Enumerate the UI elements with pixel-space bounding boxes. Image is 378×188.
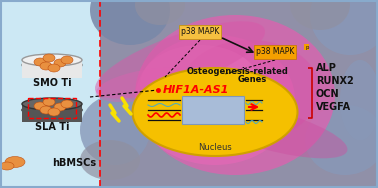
Ellipse shape <box>40 62 52 70</box>
Ellipse shape <box>0 162 14 170</box>
Text: RUNX2: RUNX2 <box>316 76 354 86</box>
Ellipse shape <box>95 21 265 99</box>
Ellipse shape <box>22 54 82 66</box>
Ellipse shape <box>80 95 150 165</box>
Text: Osteogenesis-related: Osteogenesis-related <box>187 67 289 77</box>
Text: p38 MAPK: p38 MAPK <box>256 48 294 57</box>
Ellipse shape <box>22 98 82 110</box>
Text: SLA Ti: SLA Ti <box>35 122 69 132</box>
Ellipse shape <box>90 0 170 45</box>
Ellipse shape <box>34 102 46 110</box>
Ellipse shape <box>135 35 295 165</box>
Ellipse shape <box>40 106 52 114</box>
Ellipse shape <box>5 156 25 168</box>
Ellipse shape <box>310 0 378 55</box>
Text: Genes: Genes <box>237 76 266 84</box>
Ellipse shape <box>22 59 82 71</box>
Ellipse shape <box>48 108 60 116</box>
Ellipse shape <box>135 0 185 25</box>
Text: Nucleus: Nucleus <box>198 143 232 152</box>
Bar <box>22 104 82 122</box>
Text: OCN: OCN <box>316 89 339 99</box>
Ellipse shape <box>54 103 66 111</box>
Ellipse shape <box>80 140 140 180</box>
Bar <box>28 98 76 118</box>
Ellipse shape <box>192 102 347 158</box>
Ellipse shape <box>43 54 55 62</box>
Ellipse shape <box>22 104 82 116</box>
Bar <box>100 0 378 188</box>
Ellipse shape <box>96 68 194 102</box>
Polygon shape <box>110 105 119 121</box>
Ellipse shape <box>140 45 260 125</box>
Ellipse shape <box>180 40 320 140</box>
Bar <box>0 0 100 188</box>
Polygon shape <box>122 98 131 114</box>
Text: p38 MAPK: p38 MAPK <box>181 27 219 36</box>
Ellipse shape <box>135 15 335 175</box>
Ellipse shape <box>48 64 60 72</box>
Ellipse shape <box>305 105 378 175</box>
Ellipse shape <box>290 0 350 30</box>
Ellipse shape <box>340 60 378 140</box>
Bar <box>22 60 82 78</box>
Text: hBMSCs: hBMSCs <box>52 158 96 168</box>
Text: VEGFA: VEGFA <box>316 102 351 112</box>
Text: SMO Ti: SMO Ti <box>33 78 71 88</box>
Text: HIF1A-AS1: HIF1A-AS1 <box>163 85 229 95</box>
Ellipse shape <box>133 68 297 156</box>
Ellipse shape <box>61 100 73 108</box>
Ellipse shape <box>43 98 55 106</box>
Text: p: p <box>305 45 308 49</box>
Ellipse shape <box>61 56 73 64</box>
Ellipse shape <box>54 59 66 67</box>
Text: ALP: ALP <box>316 63 337 73</box>
Ellipse shape <box>34 58 46 66</box>
Bar <box>182 96 244 124</box>
